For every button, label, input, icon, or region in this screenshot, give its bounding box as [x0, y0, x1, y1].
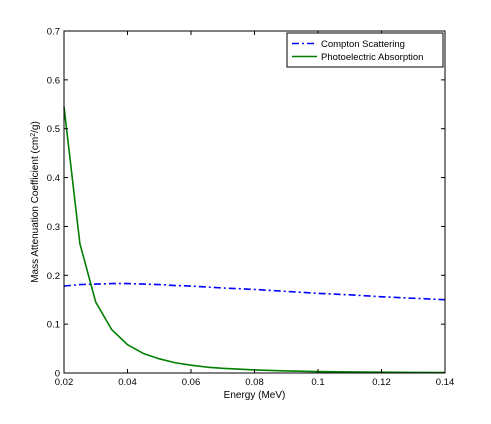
y-tick-label: 0.3	[47, 222, 60, 233]
x-tick-label: 0.1	[311, 377, 324, 388]
legend: Compton Scattering Photoelectric Absorpti…	[286, 32, 444, 68]
legend-label-0: Compton Scattering	[321, 39, 405, 50]
x-tick-label: 0.04	[118, 377, 137, 388]
y-tick-label: 0.2	[47, 271, 60, 282]
x-tick-label: 0.06	[182, 377, 201, 388]
x-tick-label: 0.12	[372, 377, 391, 388]
legend-label-1: Photoelectric Absorption	[321, 52, 423, 63]
y-axis-label-unit: /g)	[30, 121, 41, 133]
x-tick-label: 0.02	[55, 377, 74, 388]
y-tick-label: 0.4	[47, 173, 60, 184]
y-tick-label: 0.7	[47, 27, 60, 38]
y-axis-label: Mass Attenuation Coefficient (cm2/g)	[30, 121, 42, 283]
x-axis-label: Energy (MeV)	[224, 390, 286, 401]
plot-frame	[63, 30, 446, 374]
y-axis-label-main: Mass Attenuation Coefficient (cm	[30, 137, 41, 283]
y-tick-label: 0.1	[47, 320, 60, 331]
legend-box	[286, 32, 444, 68]
y-tick-label: 0	[55, 369, 60, 380]
y-tick-label: 0.6	[47, 75, 60, 86]
x-tick-label: 0.14	[436, 377, 455, 388]
y-tick-label: 0.5	[47, 124, 60, 135]
x-tick-label: 0.08	[245, 377, 264, 388]
series-line-0	[63, 282, 446, 301]
series-line-1	[63, 106, 446, 374]
y-axis-label-superscript: 2	[30, 133, 37, 137]
